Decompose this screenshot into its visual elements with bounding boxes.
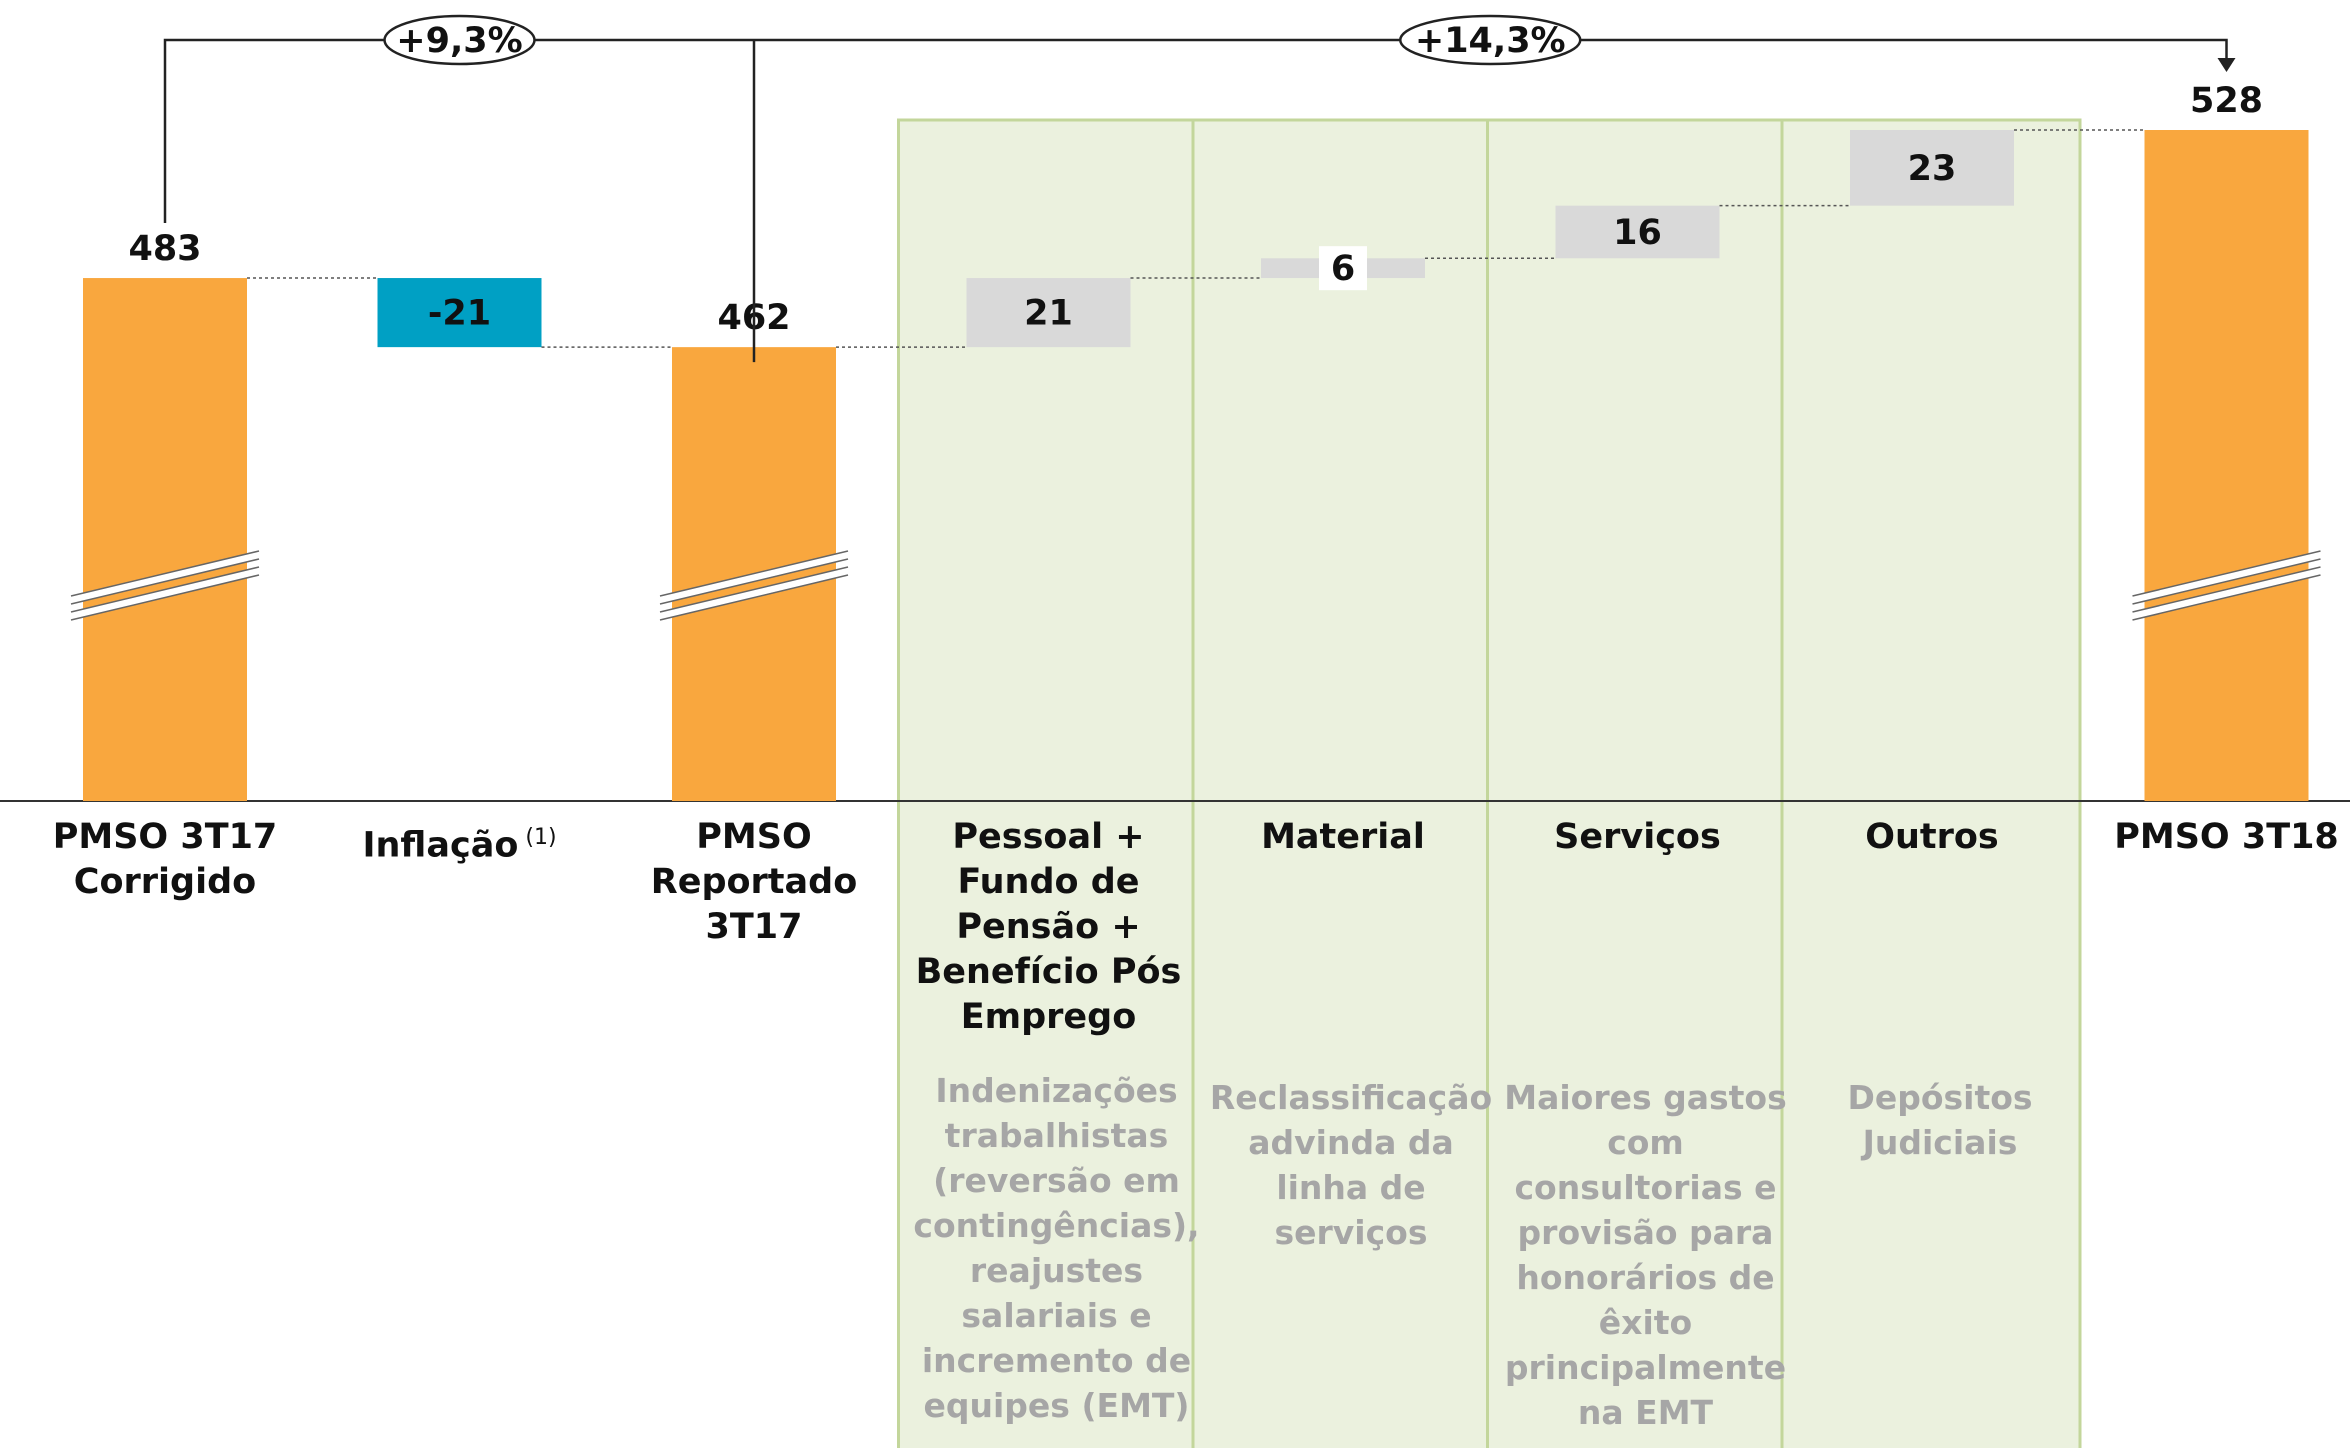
axis-break	[659, 567, 849, 620]
axis-break-edge	[659, 550, 849, 597]
axis-break	[70, 567, 260, 620]
category-label: Pessoal + Fundo de Pensão + Benefício Pó…	[915, 817, 1182, 1037]
highlight-box	[1780, 118, 2082, 1448]
annotation: +14,3%	[1415, 21, 1566, 61]
value-label: 483	[128, 229, 201, 269]
annotation-bubble	[1399, 14, 1582, 66]
axis-break-edge	[2132, 574, 2321, 621]
annotation: +9,3%	[396, 21, 522, 61]
bracket	[163, 38, 2228, 224]
total-bar	[2144, 130, 2309, 801]
category-label: Outros	[1865, 817, 1999, 857]
category-label: Serviços	[1554, 817, 1721, 857]
axis-break-edge	[659, 558, 849, 605]
category-label: PMSO Reportado 3T17	[650, 817, 858, 947]
delta-bar	[966, 278, 1131, 348]
note: Depósitos Judiciais	[1847, 1078, 2033, 1162]
axis-break	[659, 551, 849, 604]
total-bar	[83, 278, 247, 801]
value-label: 6	[1331, 249, 1355, 289]
category-label: Material	[1261, 817, 1425, 857]
axis-break	[70, 551, 260, 604]
axis-break	[2131, 567, 2322, 620]
note: Maiores gastos com consultorias e provis…	[1504, 1078, 1787, 1432]
delta-bar	[1555, 205, 1720, 259]
axis-break-edge	[659, 574, 849, 621]
value-label-bg	[1319, 246, 1367, 291]
category-label: Inflação (1)	[362, 825, 557, 866]
note: Indenizações trabalhistas (reversão em c…	[913, 1071, 1200, 1425]
highlight-box	[1191, 118, 1493, 1448]
category-label: PMSO 3T18	[2114, 817, 2339, 857]
axis-break-edge	[2132, 566, 2321, 613]
value-label: 16	[1613, 213, 1662, 253]
axis-break-edge	[70, 558, 260, 605]
axis-break-edge	[70, 566, 260, 613]
delta-bar	[1850, 130, 2014, 206]
value-label: 528	[2190, 81, 2263, 121]
axis-break-edge	[70, 550, 260, 597]
note: Reclassificação advinda da linha de serv…	[1209, 1078, 1493, 1252]
value-label: 23	[1908, 149, 1957, 189]
highlight-box	[1486, 118, 1787, 1448]
axis-break-edge	[659, 566, 849, 613]
footnote-marker: (1)	[518, 825, 557, 850]
annotation-bubble	[383, 14, 536, 66]
delta-bar	[377, 278, 542, 348]
value-label: 21	[1024, 294, 1073, 334]
value-label: -21	[428, 294, 491, 334]
axis-break-edge	[2132, 558, 2321, 605]
axis-break	[2131, 551, 2322, 604]
axis-break-edge	[2132, 550, 2321, 597]
category-label: PMSO 3T17 Corrigido	[52, 817, 278, 902]
axis-break-edge	[70, 574, 260, 621]
bracket-arrow	[2217, 58, 2236, 72]
